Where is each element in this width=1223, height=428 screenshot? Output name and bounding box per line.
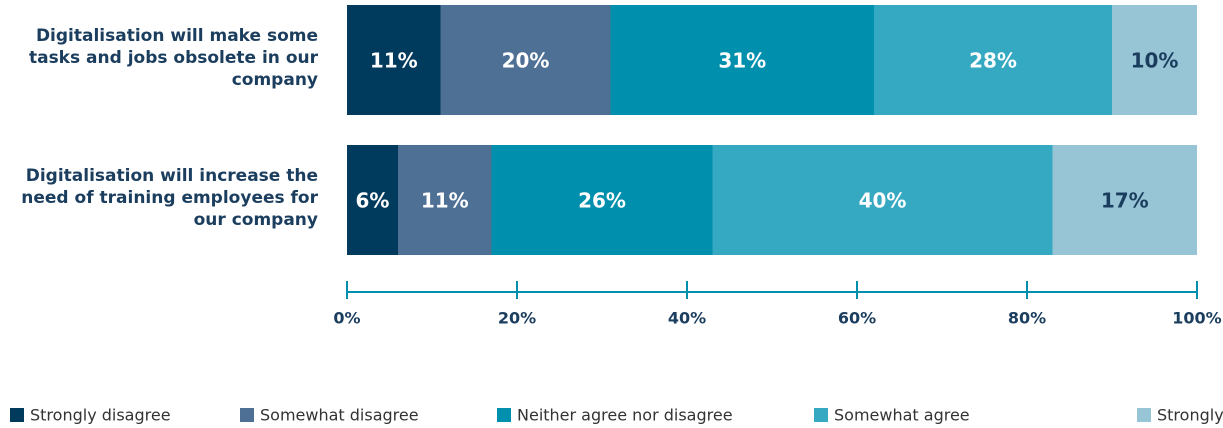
- bar-segment: [440, 5, 611, 115]
- value-label: 17%: [1101, 189, 1149, 213]
- legend-swatch: [497, 408, 511, 422]
- value-label: 28%: [969, 49, 1017, 73]
- bar-segment: [874, 5, 1112, 115]
- x-tick-label: 80%: [1008, 309, 1046, 328]
- category-label: Digitalisation will make some tasks and …: [28, 26, 318, 90]
- bar-segment: [610, 5, 874, 115]
- bar-segment: [398, 145, 492, 255]
- x-tick-label: 100%: [1172, 309, 1221, 328]
- value-label: 10%: [1131, 49, 1179, 73]
- bar-segment: [1052, 145, 1197, 255]
- value-label: 31%: [718, 49, 766, 73]
- legend-label: Strongly disagree: [30, 406, 171, 425]
- legend-swatch: [10, 408, 24, 422]
- bar-segment: [491, 145, 713, 255]
- x-tick-label: 0%: [333, 309, 360, 328]
- x-tick-label: 40%: [668, 309, 706, 328]
- x-tick-label: 20%: [498, 309, 536, 328]
- bar-segment: [712, 145, 1053, 255]
- value-label: 6%: [356, 189, 390, 213]
- bar-segment: [347, 5, 441, 115]
- legend-label: Neither agree nor disagree: [517, 406, 733, 425]
- bar-segment: [347, 145, 398, 255]
- value-label: 20%: [502, 49, 550, 73]
- category-label: Digitalisation will increase the need of…: [21, 166, 318, 230]
- value-label: 40%: [859, 189, 907, 213]
- legend-swatch: [1137, 408, 1151, 422]
- legend-label: Somewhat disagree: [260, 406, 419, 425]
- bar-segment: [1112, 5, 1197, 115]
- legend-swatch: [814, 408, 828, 422]
- x-tick-label: 60%: [838, 309, 876, 328]
- legend-label: Somewhat agree: [834, 406, 970, 425]
- legend-swatch: [240, 408, 254, 422]
- value-label: 26%: [578, 189, 626, 213]
- value-label: 11%: [421, 189, 469, 213]
- legend-label: Strongly agree: [1157, 406, 1223, 425]
- value-label: 11%: [370, 49, 418, 73]
